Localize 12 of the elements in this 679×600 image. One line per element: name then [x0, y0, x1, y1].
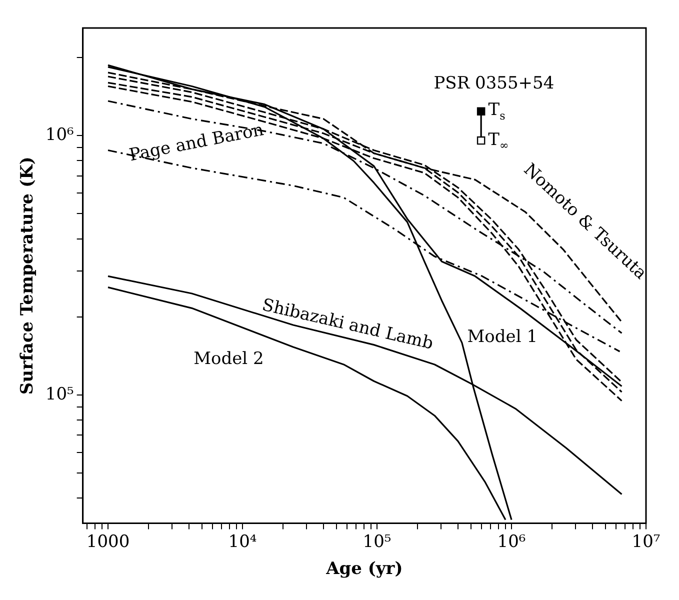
annotation: Model 1	[467, 326, 538, 347]
annotation: Page and Baron	[128, 120, 266, 166]
y-axis-title: Surface Temperature (K)	[18, 156, 38, 395]
x-tick-label: 10⁴	[228, 532, 257, 552]
x-tick-label: 10⁵	[362, 532, 392, 552]
x-tick-label: 10⁶	[497, 532, 526, 552]
x-tick-label: 1000	[86, 532, 130, 552]
annotation: PSR 0355+54	[434, 73, 554, 94]
annotation: Model 2	[194, 349, 264, 370]
x-tick-label: 10⁷	[632, 532, 660, 552]
x-axis-title: Age (yr)	[325, 559, 403, 580]
annotation: T∞	[488, 130, 509, 152]
